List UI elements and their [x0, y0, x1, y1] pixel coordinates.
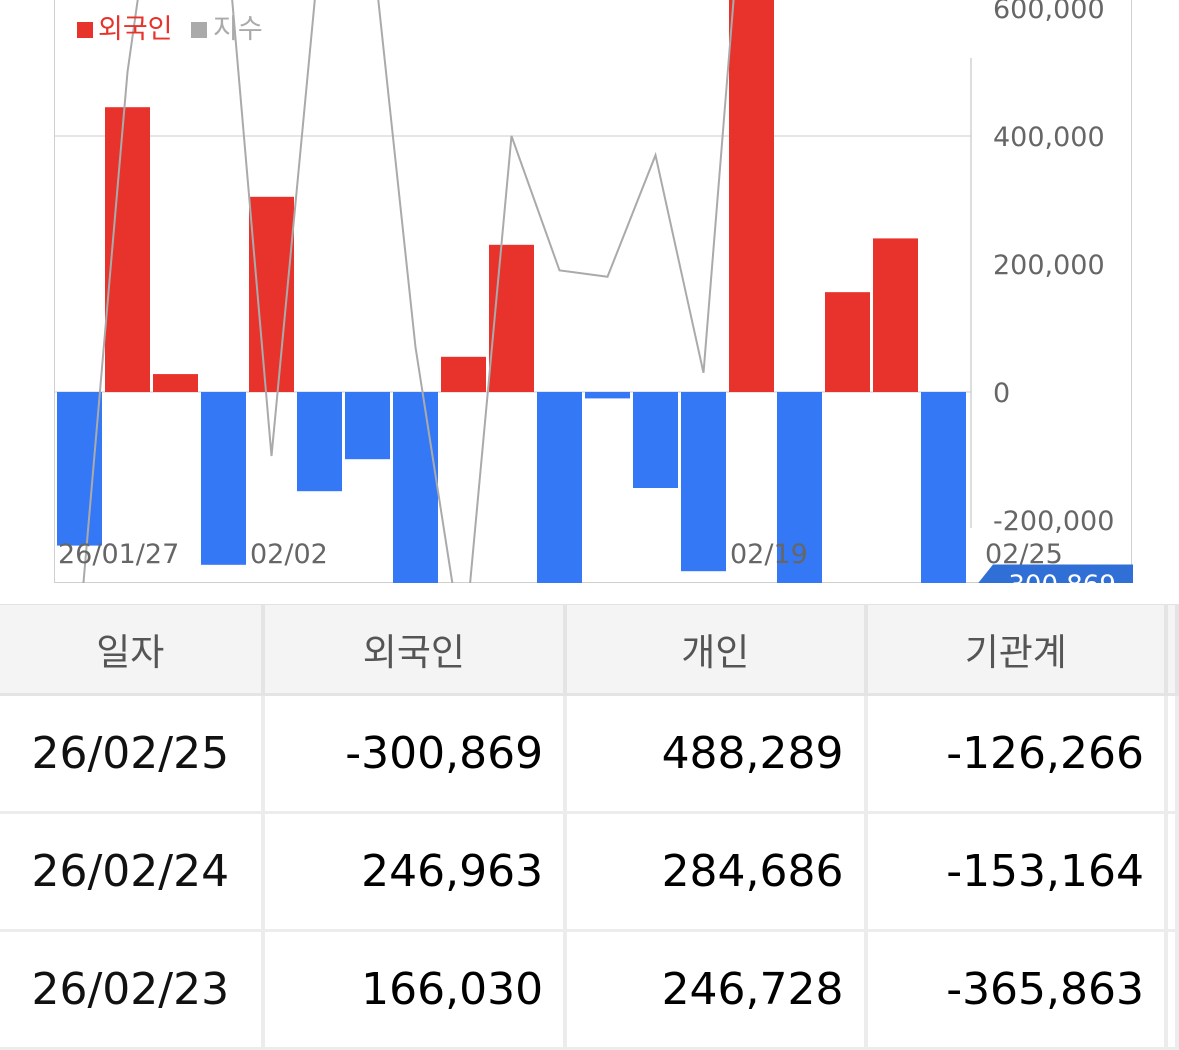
- legend-swatch-index: [191, 22, 207, 38]
- bar: [921, 392, 966, 583]
- x-tick-label: 26/01/27: [58, 539, 179, 570]
- legend-swatch-foreign: [77, 22, 93, 38]
- x-tick-label: 02/19: [730, 539, 808, 570]
- investor-chart: 1,000,000800,000600,000400,000200,0000-2…: [54, 0, 1133, 583]
- y-tick-label: 600,000: [993, 0, 1105, 25]
- header-individual[interactable]: 개인: [565, 604, 868, 696]
- y-tick-label: 0: [993, 378, 1010, 409]
- cell-date: 26/02/25: [0, 694, 265, 814]
- table-row[interactable]: 26/02/23 166,030 246,728 -365,863: [0, 930, 1179, 1050]
- bar: [681, 392, 726, 572]
- bar: [825, 292, 870, 392]
- table-row[interactable]: 26/02/24 246,963 284,686 -153,164: [0, 812, 1179, 932]
- cell-foreign: -300,869: [262, 694, 568, 814]
- cell-institution: -153,164: [865, 812, 1169, 932]
- current-value-label: -300,869: [999, 571, 1116, 583]
- legend-label-foreign: 외국인: [98, 14, 173, 45]
- bar: [729, 0, 774, 392]
- cell-date: 26/02/24: [0, 812, 265, 932]
- cell-date: 26/02/23: [0, 930, 265, 1050]
- cell-overflow: [1166, 694, 1179, 814]
- bar: [537, 392, 582, 583]
- y-tick-label: 400,000: [993, 122, 1105, 153]
- chart-legend: 외국인 지수: [77, 14, 263, 45]
- cell-individual: 284,686: [565, 812, 868, 932]
- bar: [873, 238, 918, 392]
- cell-institution: -365,863: [865, 930, 1169, 1050]
- bar: [585, 392, 630, 399]
- bar: [489, 244, 534, 392]
- current-value-marker: -300,869: [978, 564, 1133, 583]
- table-row[interactable]: 26/02/25 -300,869 488,289 -126,266: [0, 694, 1179, 814]
- header-institution[interactable]: 기관계: [865, 604, 1169, 696]
- cell-individual: 246,728: [565, 930, 868, 1050]
- header-date[interactable]: 일자: [0, 604, 265, 696]
- current-value-flag: [978, 564, 1133, 583]
- index-line: [82, 0, 735, 583]
- bar: [633, 392, 678, 488]
- header-overflow: [1166, 604, 1179, 696]
- cell-overflow: [1166, 812, 1179, 932]
- bar: [57, 392, 102, 546]
- y-tick-label: -200,000: [993, 506, 1114, 537]
- bar: [777, 392, 822, 583]
- chart-canvas: 1,000,000800,000600,000400,000200,0000-2…: [55, 0, 1133, 583]
- cell-foreign: 166,030: [262, 930, 568, 1050]
- bar: [345, 392, 390, 460]
- bar: [153, 374, 198, 392]
- bar: [297, 392, 342, 492]
- bar: [201, 392, 246, 565]
- bar: [393, 392, 438, 583]
- x-tick-label: 02/02: [250, 539, 328, 570]
- cell-overflow: [1166, 930, 1179, 1050]
- investor-table: 일자 외국인 개인 기관계 26/02/25 -300,869 488,289 …: [0, 604, 1179, 1050]
- header-foreign[interactable]: 외국인: [262, 604, 568, 696]
- cell-institution: -126,266: [865, 694, 1169, 814]
- legend-label-index: 지수: [213, 14, 263, 45]
- y-tick-label: 200,000: [993, 250, 1105, 281]
- cell-foreign: 246,963: [262, 812, 568, 932]
- cell-individual: 488,289: [565, 694, 868, 814]
- table-header-row: 일자 외국인 개인 기관계: [0, 604, 1179, 696]
- bar: [441, 356, 486, 392]
